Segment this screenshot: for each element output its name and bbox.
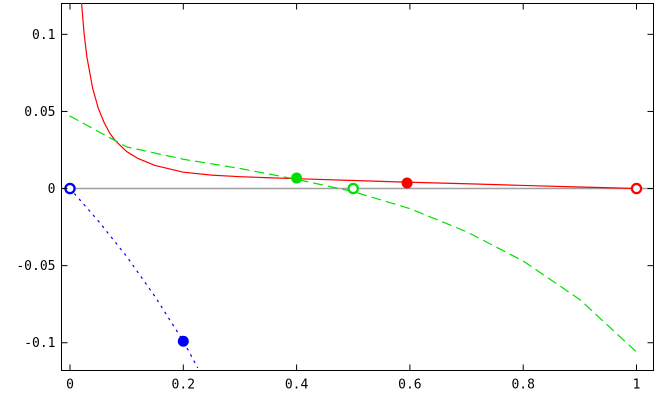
marker-layer — [64, 172, 643, 347]
x-tick-label: 1 — [633, 378, 641, 393]
y-tick-label: 0 — [48, 182, 56, 197]
x-tick-label: 0.6 — [398, 378, 421, 393]
filled-point-marker-3 — [291, 172, 303, 184]
series-line-1 — [81, 3, 638, 190]
filled-point-marker-2 — [177, 335, 189, 347]
x-tick-label: 0.2 — [172, 378, 195, 393]
x-tick-label: 0.4 — [285, 378, 309, 393]
open-point-marker-4 — [347, 182, 360, 195]
y-tick-label: -0.05 — [16, 259, 55, 274]
axis-layer: 0 0.2 0.4 0.6 0.8 1 0.1 0.05 0 -0.05 -0.1 — [16, 3, 654, 393]
y-tick-label: 0.1 — [32, 28, 55, 43]
series-line-2 — [69, 115, 638, 353]
open-point-marker-6 — [630, 182, 643, 195]
y-tick-label: 0.05 — [24, 105, 55, 120]
series-line-3 — [69, 187, 199, 369]
x-tick-label: 0 — [66, 378, 74, 393]
y-tick-label: -0.1 — [24, 336, 55, 351]
x-tick-label: 0.8 — [511, 378, 534, 393]
filled-point-marker-5 — [401, 177, 413, 189]
series-layer — [69, 3, 638, 369]
